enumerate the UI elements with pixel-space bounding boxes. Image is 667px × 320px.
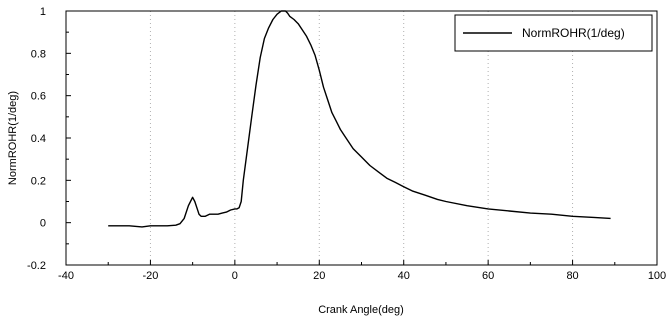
y-tick-labels: -0.2 0 0.2 0.4 0.6 0.8 1 [27,6,46,272]
y-tick-label: 1 [40,6,46,18]
legend: NormROHR(1/deg) [454,14,653,52]
y-tick-label: 0.4 [31,133,46,145]
y-axis-title: NormROHR(1/deg) [7,91,19,185]
y-tick-label: -0.2 [27,260,46,272]
x-tick-label: -40 [58,270,74,282]
axis-ticks [65,10,658,266]
series-line-normrohr [108,10,611,228]
x-tick-label: 60 [482,270,494,282]
x-tick-label: 80 [566,270,578,282]
x-tick-label: 0 [232,270,238,282]
x-tick-label: 40 [398,270,410,282]
x-tick-labels: -40 -20 0 20 40 60 80 100 [58,270,666,282]
x-tick-label: 100 [648,270,666,282]
y-tick-label: 0.6 [31,91,46,103]
legend-label: NormROHR(1/deg) [522,26,625,40]
x-axis-title: Crank Angle(deg) [318,304,404,316]
x-tick-label: 20 [313,270,325,282]
y-tick-label: 0 [40,218,46,230]
x-tick-label: -20 [142,270,158,282]
y-tick-label: 0.2 [31,175,46,187]
y-tick-label: 0.8 [31,48,46,60]
